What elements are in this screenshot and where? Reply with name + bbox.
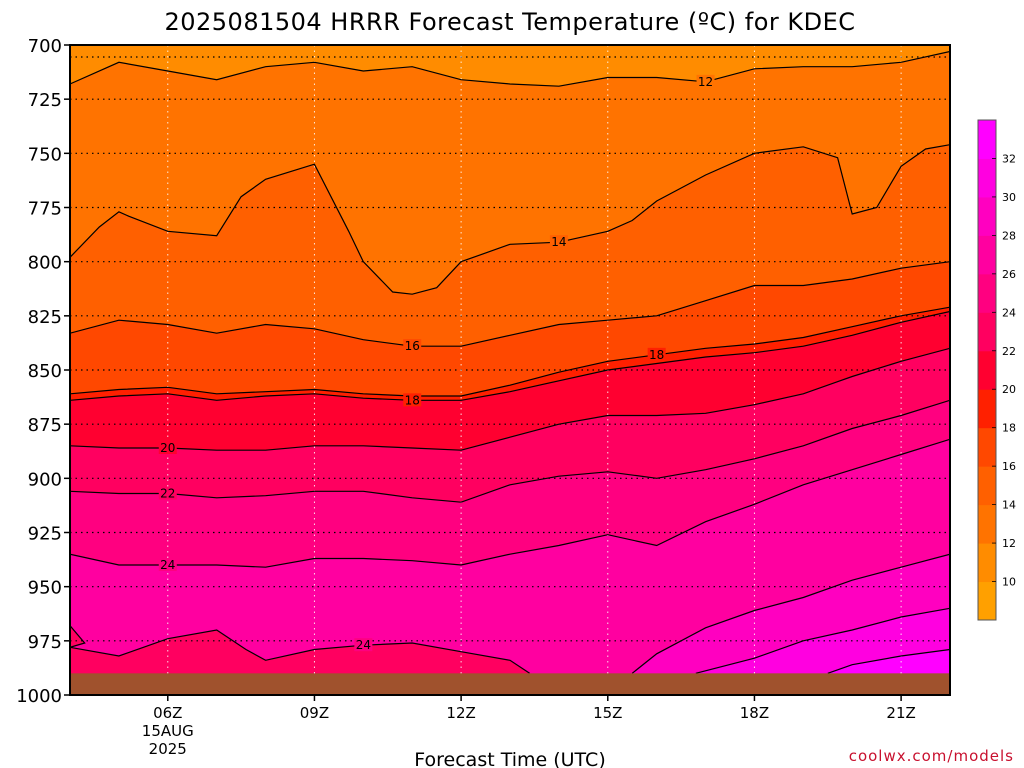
isotherm-label-bg — [403, 339, 422, 353]
isotherm-label-18: 18 — [405, 393, 420, 407]
x-tick-label-09Z: 09Z — [300, 704, 329, 722]
y-tick-label-925: 925 — [28, 524, 62, 545]
isotherm-label-24: 24 — [356, 638, 371, 652]
x-tick-date: 15AUG — [142, 722, 194, 740]
colorbar-label-32: 32 — [1002, 152, 1016, 165]
colorbar-label-10: 10 — [1002, 576, 1016, 589]
y-tick-label-950: 950 — [28, 578, 62, 599]
y-tick-label-725: 725 — [28, 90, 62, 111]
isotherm-label-bg — [403, 393, 422, 407]
isotherm-label-20: 20 — [160, 441, 175, 455]
colorbar-swatch-2 — [978, 504, 996, 544]
isotherm-warm-pocket — [70, 625, 530, 674]
colorbar-swatch-8 — [978, 273, 996, 313]
isotherm-30 — [695, 607, 950, 674]
y-tick-label-750: 750 — [28, 144, 62, 165]
y-tick-label-1000: 1000 — [16, 686, 62, 707]
colorbar-swatch-12 — [978, 120, 996, 159]
y-tick-label-700: 700 — [28, 36, 62, 57]
colorbar-swatch-6 — [978, 350, 996, 390]
colorbar-label-18: 18 — [1002, 422, 1016, 435]
x-tick-label-15Z: 15Z — [593, 704, 622, 722]
y-tick-label-850: 850 — [28, 361, 62, 382]
colorbar-label-26: 26 — [1002, 268, 1016, 281]
y-tick-label-825: 825 — [28, 307, 62, 328]
isotherm-label-bg — [158, 486, 177, 500]
colorbar-swatch-7 — [978, 312, 996, 352]
isotherm-label-24: 24 — [160, 558, 175, 572]
isotherm-label-bg — [549, 235, 568, 249]
x-tick-label-21Z: 21Z — [886, 704, 915, 722]
x-tick-year: 2025 — [149, 740, 187, 758]
isotherm-14 — [70, 144, 950, 295]
colorbar-label-30: 30 — [1002, 191, 1016, 204]
isotherm-label-14: 14 — [551, 235, 566, 249]
isotherm-26 — [70, 438, 950, 568]
isotherm-label-16: 16 — [405, 339, 420, 353]
credit-text: coolwx.com/models — [849, 747, 1014, 765]
colorbar: 10 12 14 16 18 20 22 24 26 28 30 32 — [977, 119, 1016, 621]
isotherm-label-bg — [354, 638, 373, 652]
colorbar-frame — [977, 119, 997, 621]
isotherm-32 — [827, 648, 950, 674]
colorbar-swatch-10 — [978, 196, 996, 236]
isotherm-label-22: 22 — [160, 487, 175, 501]
colorbar-swatch-0 — [978, 581, 996, 621]
y-tick-label-775: 775 — [28, 199, 62, 220]
y-tick-label-900: 900 — [28, 469, 62, 490]
x-tick-label-12Z: 12Z — [446, 704, 475, 722]
isotherm-20 — [70, 310, 950, 401]
isotherm-label-12: 12 — [698, 75, 713, 89]
isotherm-label-bg — [696, 74, 715, 88]
isotherm-label-bg — [158, 441, 177, 454]
y-tick-label-800: 800 — [28, 253, 62, 274]
isotherm-label-layer: 12 14 16 18 18 20 22 24 24 — [158, 74, 715, 652]
colorbar-swatch-1 — [978, 543, 996, 583]
colorbar-label-28: 28 — [1002, 229, 1016, 242]
isotherm-layer — [70, 50, 950, 674]
x-tick-label-18Z: 18Z — [740, 704, 769, 722]
isotherm-22 — [70, 347, 950, 451]
chart-title: 2025081504 HRRR Forecast Temperature (ºC… — [164, 8, 855, 36]
colorbar-label-20: 20 — [1002, 383, 1016, 396]
y-axis: 700 725 750 775 800 825 850 875 900 925 950 975 1000 — [16, 36, 70, 707]
colorbar-swatch-3 — [978, 466, 996, 506]
colorbar-swatch-5 — [978, 389, 996, 429]
grid-layer — [70, 45, 950, 695]
colorbar-swatch-11 — [978, 158, 996, 198]
colorbar-label-12: 12 — [1002, 537, 1016, 550]
y-tick-label-975: 975 — [28, 632, 62, 653]
x-axis-label: Forecast Time (UTC) — [414, 749, 605, 768]
colorbar-label-22: 22 — [1002, 345, 1016, 358]
colorbar-label-14: 14 — [1002, 499, 1016, 512]
x-tick-label-06Z: 06Z — [153, 704, 182, 722]
ground-surface — [70, 673, 950, 695]
y-tick-label-875: 875 — [28, 415, 62, 436]
isotherm-28 — [631, 553, 950, 674]
colorbar-label-16: 16 — [1002, 460, 1016, 473]
isotherm-24 — [70, 399, 950, 503]
isotherm-12 — [70, 50, 950, 87]
isotherm-label-bg — [158, 558, 177, 571]
isotherm-18 — [70, 306, 950, 397]
colorbar-swatch-9 — [978, 235, 996, 275]
isotherm-label-bg — [647, 347, 666, 361]
isotherm-label-18: 18 — [649, 348, 664, 362]
colorbar-label-24: 24 — [1002, 306, 1016, 319]
temperature-fill-layer — [70, 45, 950, 695]
colorbar-swatch-4 — [978, 427, 996, 467]
isotherm-16 — [70, 261, 950, 347]
